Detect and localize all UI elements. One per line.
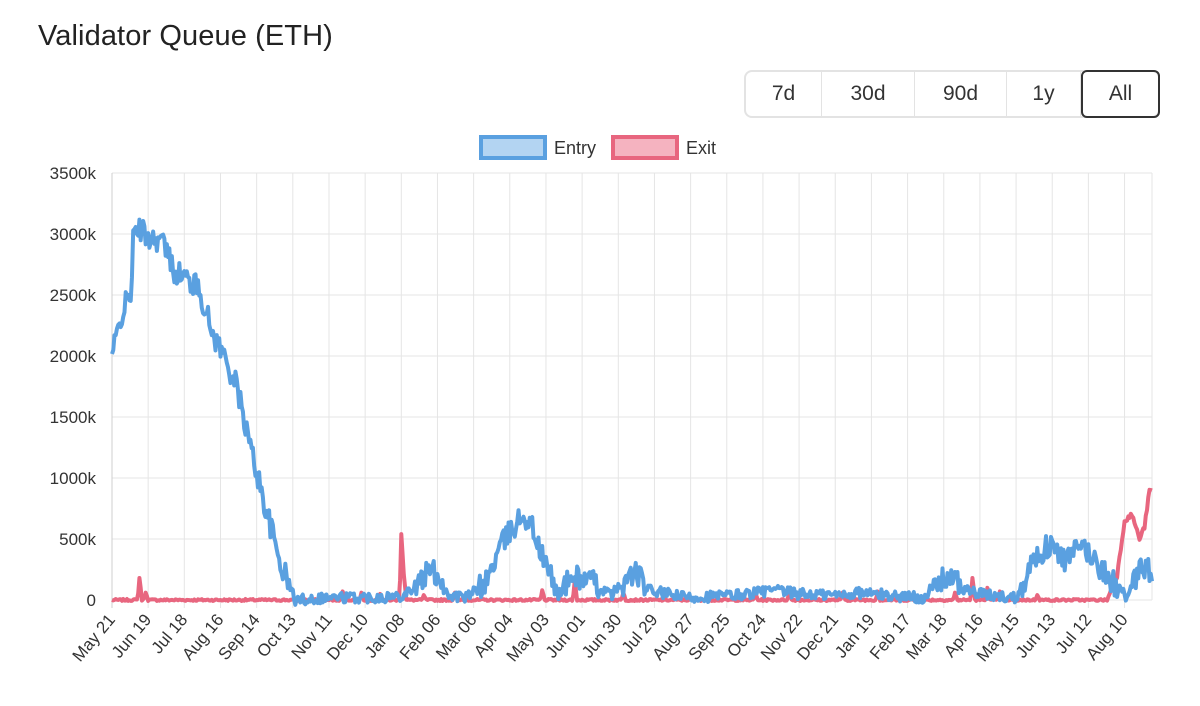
y-tick-label: 2000k [50,347,97,366]
x-tick-label: May 21 [69,610,119,665]
x-tick-label: Jun 19 [108,610,155,661]
chart-series [110,217,1154,607]
page-title: Validator Queue (ETH) [38,20,333,52]
y-tick-label: 3500k [50,164,97,183]
range-all-button[interactable]: All [1081,70,1160,118]
y-axis-ticks: 0 500k 1000k 1500k 2000k 2500k 3000k 3500k [50,164,97,610]
entry-series-line [110,217,1154,607]
range-7d-button[interactable]: 7d [746,72,822,116]
y-tick-label: 1500k [50,408,97,427]
y-tick-label: 1000k [50,469,97,488]
x-tick-label: Jun 13 [1012,610,1059,661]
legend-entry-label[interactable]: Entry [554,138,596,158]
exit-series-line [111,487,1153,603]
y-tick-label: 2500k [50,286,97,305]
y-tick-label: 0 [87,591,96,610]
y-tick-label: 3000k [50,225,97,244]
legend-exit-label[interactable]: Exit [686,138,716,158]
x-tick-label: Jun 30 [578,610,625,661]
chart-legend: Entry Exit [479,135,716,160]
legend-exit-swatch[interactable] [611,135,679,160]
chart-grid [111,172,1153,608]
range-90d-button[interactable]: 90d [915,72,1007,116]
legend-entry-swatch[interactable] [479,135,547,160]
y-tick-label: 500k [59,530,96,549]
time-range-selector: 7d 30d 90d 1y All [744,70,1160,118]
range-1y-button[interactable]: 1y [1007,72,1081,116]
range-30d-button[interactable]: 30d [822,72,915,116]
